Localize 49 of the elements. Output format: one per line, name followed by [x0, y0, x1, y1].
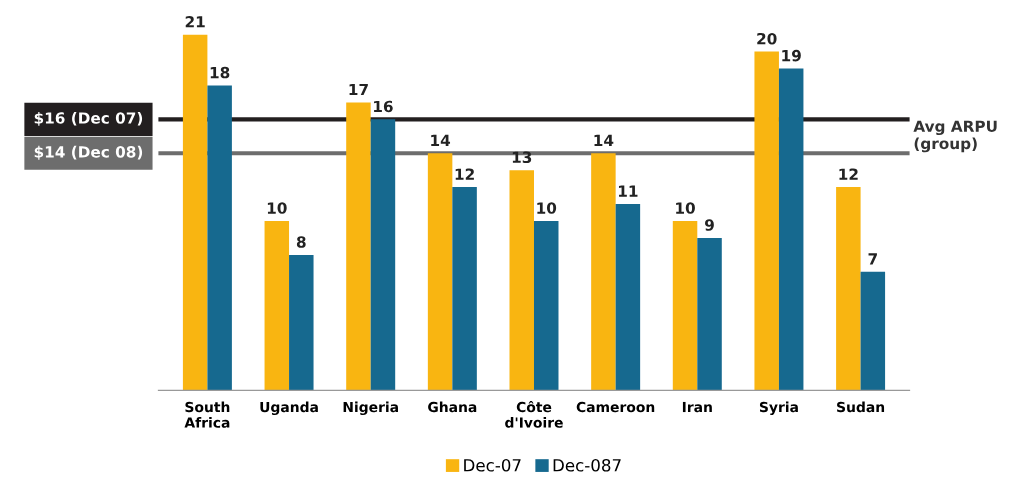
data-label: 8 — [296, 236, 306, 248]
data-label: 12 — [455, 168, 474, 180]
data-label: 14 — [431, 134, 451, 146]
bar — [452, 187, 477, 391]
data-label: 10 — [676, 202, 695, 214]
data-label: 20 — [757, 32, 777, 45]
legend-label: Dec-07 — [464, 458, 521, 472]
x-tick-label: Cameroon — [576, 401, 655, 413]
data-label: 19 — [782, 49, 801, 62]
bar — [264, 221, 290, 391]
x-tick-label: South Africa — [184, 401, 230, 428]
x-tick-label: Côte d'Ivoire — [505, 400, 563, 428]
data-label: 18 — [210, 66, 230, 79]
bar — [370, 119, 396, 391]
x-tick-label: Iran — [682, 401, 712, 413]
data-label: 17 — [349, 83, 368, 96]
ref-line-label: $16 (Dec 07) — [34, 111, 143, 126]
bar — [509, 170, 534, 391]
x-tick-label: Syria — [759, 401, 798, 416]
data-label: 7 — [868, 253, 877, 265]
bar — [778, 68, 804, 391]
data-label: 9 — [705, 219, 714, 231]
bar — [697, 237, 722, 391]
bar — [289, 254, 314, 391]
bar — [672, 221, 698, 391]
ref-line-label: $14 (Dec 08) — [34, 145, 143, 160]
bar — [860, 271, 886, 391]
bar — [533, 221, 559, 391]
x-tick-label: Sudan — [837, 401, 885, 413]
data-label: 10 — [267, 202, 287, 214]
data-label: 10 — [537, 202, 557, 214]
data-label: 11 — [618, 185, 638, 197]
bar — [591, 153, 616, 391]
data-label: 21 — [185, 15, 205, 28]
x-tick-label: Uganda — [260, 401, 318, 416]
bar — [182, 34, 208, 391]
bar — [836, 187, 861, 391]
x-tick-label: Nigeria — [343, 401, 398, 416]
data-label: 12 — [839, 168, 858, 180]
legend-label: Dec-087 — [553, 458, 621, 472]
data-label: 14 — [594, 134, 614, 146]
bar — [754, 51, 779, 391]
x-tick-label: Ghana — [428, 401, 477, 413]
text: Avg ARPU (group) — [913, 120, 997, 153]
bar — [346, 102, 371, 391]
bar — [615, 204, 641, 391]
bar — [427, 153, 453, 391]
bar — [207, 85, 232, 391]
data-label: 16 — [374, 100, 393, 113]
